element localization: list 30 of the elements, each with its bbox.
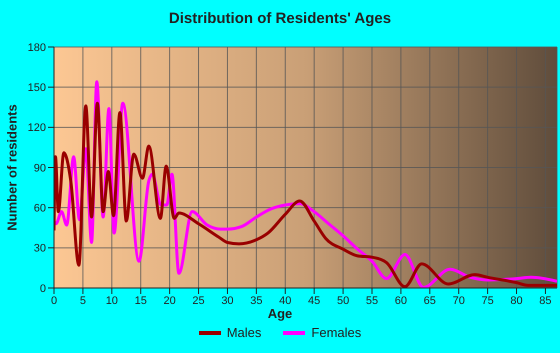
x-tick-label: 0 — [50, 294, 58, 307]
legend-label: Females — [311, 325, 362, 340]
y-tick-label: 0 — [40, 282, 46, 295]
x-tick-label: 70 — [452, 294, 465, 307]
legend-label: Males — [226, 325, 262, 340]
x-tick-label: 30 — [221, 294, 234, 307]
x-tick-label: 35 — [250, 294, 262, 307]
y-tick-label: 150 — [28, 82, 46, 94]
y-tick-label: 120 — [28, 122, 46, 134]
x-tick-label: 25 — [192, 294, 205, 307]
x-tick-label: 40 — [279, 294, 292, 307]
x-tick-label: 20 — [164, 294, 176, 307]
x-tick-label: 15 — [134, 294, 147, 307]
x-tick-label: 85 — [539, 294, 552, 307]
y-tick-label: 60 — [34, 202, 46, 215]
x-tick-label: 80 — [510, 294, 523, 307]
chart-title: Distribution of Residents' Ages — [168, 10, 392, 27]
y-axis-title: Number of residents — [4, 104, 20, 230]
x-axis-title: Age — [266, 306, 294, 321]
x-tick-label: 65 — [424, 294, 436, 307]
x-tick-label: 75 — [481, 294, 494, 307]
x-tick-label: 5 — [80, 294, 86, 307]
x-tick-label: 45 — [308, 294, 320, 307]
y-tick-label: 90 — [34, 162, 46, 174]
x-tick-label: 60 — [394, 294, 408, 307]
x-tick-label: 50 — [336, 294, 350, 307]
x-tick-label: 55 — [366, 294, 378, 307]
y-tick-label: 30 — [34, 242, 46, 255]
y-tick-label: 180 — [28, 42, 46, 54]
x-tick-label: 10 — [106, 294, 118, 307]
